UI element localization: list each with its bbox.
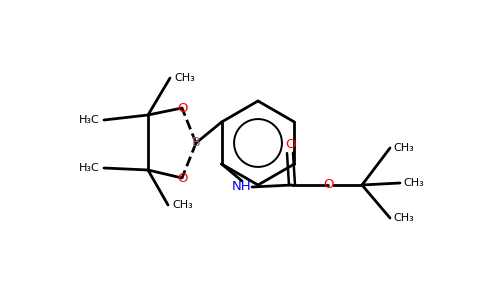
Text: B: B bbox=[192, 136, 200, 149]
Text: O: O bbox=[177, 101, 187, 115]
Text: CH₃: CH₃ bbox=[403, 178, 424, 188]
Text: CH₃: CH₃ bbox=[174, 73, 195, 83]
Text: O: O bbox=[323, 178, 333, 191]
Text: CH₃: CH₃ bbox=[393, 213, 414, 223]
Text: H₃C: H₃C bbox=[79, 115, 100, 125]
Text: O: O bbox=[177, 172, 187, 184]
Text: H₃C: H₃C bbox=[79, 163, 100, 173]
Text: NH: NH bbox=[232, 181, 252, 194]
Text: CH₃: CH₃ bbox=[393, 143, 414, 153]
Text: CH₃: CH₃ bbox=[172, 200, 193, 210]
Text: O: O bbox=[285, 137, 295, 151]
